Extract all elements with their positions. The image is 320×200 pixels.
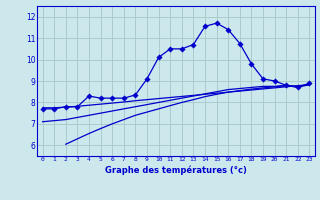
X-axis label: Graphe des températures (°c): Graphe des températures (°c) (105, 165, 247, 175)
